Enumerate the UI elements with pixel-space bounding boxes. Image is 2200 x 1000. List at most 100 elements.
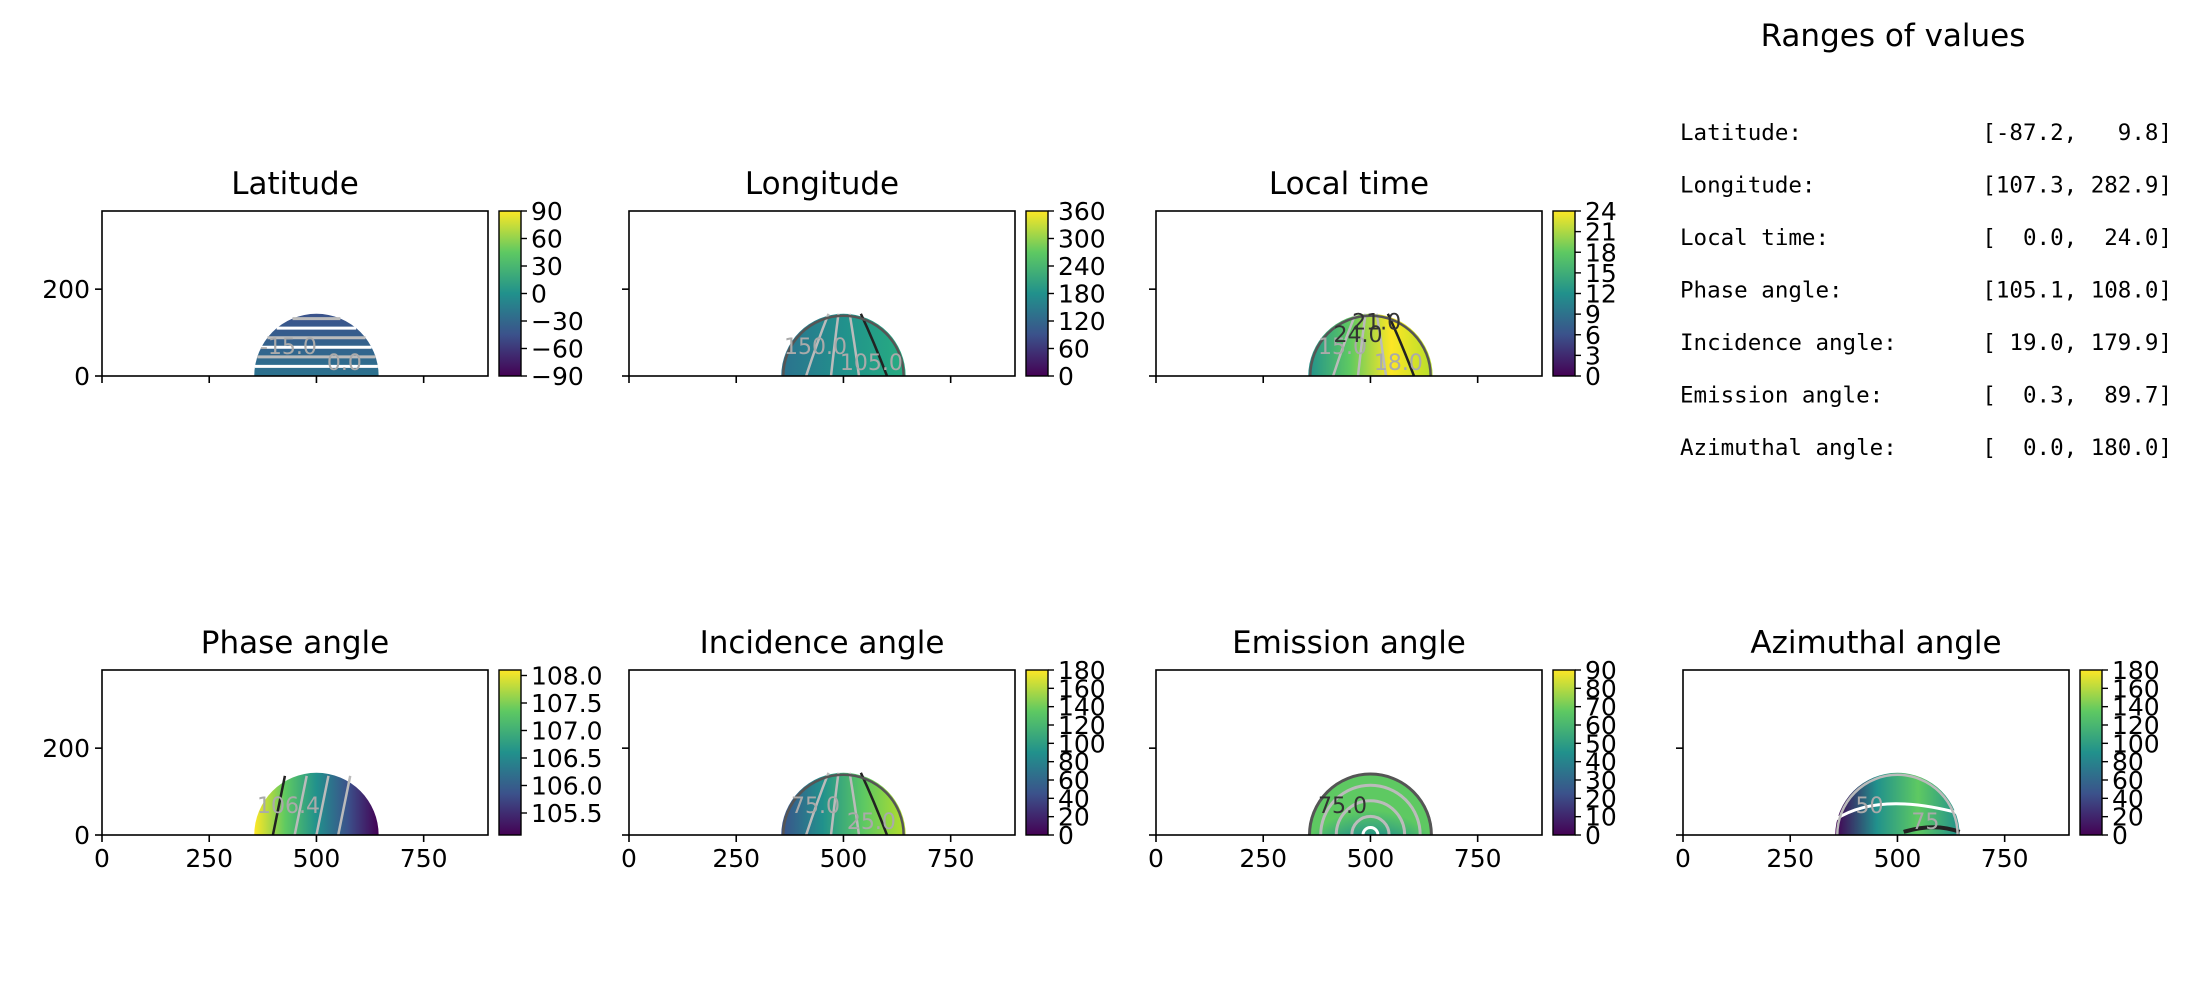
- y-tick-label: 200: [42, 734, 90, 763]
- colorbar-tick-label: 10: [1585, 803, 1617, 832]
- range-value: [ 0.0, 24.0]: [1982, 225, 2172, 251]
- colorbar-tick-label: 107.5: [531, 689, 603, 718]
- contour-label: 21.0: [1352, 310, 1401, 335]
- y-tick-label: 200: [42, 275, 90, 304]
- contour-label: 75.0: [1318, 794, 1367, 819]
- axes-frame: [628, 669, 1016, 836]
- range-value: [107.3, 282.9]: [1982, 173, 2172, 199]
- contour-line: [1375, 313, 1388, 376]
- range-label: Phase angle:: [1680, 278, 1843, 304]
- colorbar-tick-label: 0: [1585, 362, 1601, 391]
- colorbar-tick-label: 20: [2112, 803, 2144, 832]
- x-tick-label: 250: [185, 844, 233, 873]
- colorbar-tick-label: 18: [1585, 238, 1617, 267]
- contour-label: 25.0: [847, 810, 896, 835]
- colorbar-tick-label: 60: [531, 225, 563, 254]
- colorbar-tick-label: 180: [2112, 656, 2160, 685]
- colorbar-tick-label: 21: [1585, 218, 1617, 247]
- axes-frame: [628, 210, 1016, 377]
- contour-label: 106.4: [257, 794, 320, 819]
- contour-line: [829, 772, 840, 835]
- range-label: Longitude:: [1680, 173, 1815, 199]
- colorbar: [2079, 669, 2103, 836]
- colorbar-tick-label: 90: [1585, 656, 1617, 685]
- contour-label: 150.0: [784, 335, 847, 360]
- panel-4: Phase angle 106.4 0 250 500 750 0 200 108.0107.5…: [42, 625, 603, 873]
- contour-label: 24.0: [1334, 323, 1383, 348]
- colorbar-tick-label: 60: [1058, 335, 1090, 364]
- contour-label: -15.0: [260, 335, 317, 360]
- contour-line: [1834, 802, 1961, 821]
- x-tick-label: 750: [1454, 844, 1502, 873]
- colorbar-tick-label: 160: [2112, 674, 2160, 703]
- colorbar: [1552, 669, 1576, 836]
- range-row: Azimuthal angle: [ 0.0, 180.0]: [1680, 435, 2172, 461]
- colorbar-tick-label: −90: [531, 362, 584, 391]
- x-tick-label: 250: [1766, 844, 1814, 873]
- contour-line: [1319, 783, 1422, 835]
- colorbar-tick-label: 0: [1058, 821, 1074, 850]
- range-row: Latitude: [-87.2, 9.8]: [1680, 120, 2172, 146]
- colorbar-tick-label: 120: [1058, 307, 1106, 336]
- contour-line: [848, 772, 861, 835]
- colorbar: [498, 669, 522, 836]
- axes-frame: [1155, 210, 1543, 377]
- colorbar-tick-label: 6: [1585, 321, 1601, 350]
- axes-frame: [101, 210, 489, 377]
- panel-title: Emission angle: [1232, 625, 1466, 661]
- colorbar-tick-label: 105.5: [531, 799, 603, 828]
- colorbar-tick-label: 60: [2112, 766, 2144, 795]
- colorbar-tick-label: 40: [2112, 784, 2144, 813]
- colorbar-tick-label: −60: [531, 335, 584, 364]
- contour-line: [336, 775, 352, 835]
- colorbar: [1025, 669, 1049, 836]
- colorbar-tick-label: 15: [1585, 259, 1617, 288]
- colorbar-tick-label: 107.0: [531, 717, 603, 746]
- colorbar-tick-label: 0: [2112, 821, 2128, 850]
- contour-label: 18.0: [1374, 351, 1423, 376]
- panel-title: Longitude: [745, 166, 899, 202]
- range-row: Incidence angle: [ 19.0, 179.9]: [1680, 330, 2172, 356]
- colorbar-tick-label: 160: [1058, 674, 1106, 703]
- contour-line: [848, 313, 861, 376]
- colorbar: [498, 210, 522, 377]
- contour-line: [271, 775, 287, 835]
- contour-line: [829, 313, 840, 376]
- x-tick-label: 500: [293, 844, 341, 873]
- contour-line: [1356, 313, 1367, 376]
- colorbar-tick-label: 12: [1585, 280, 1617, 309]
- colorbar-tick-label: 100: [1058, 729, 1106, 758]
- range-label: Incidence angle:: [1680, 330, 1897, 356]
- panel-title: Local time: [1269, 166, 1429, 202]
- colorbar-tick-label: 0: [1058, 362, 1074, 391]
- contour-label: 105.0: [840, 351, 903, 376]
- disk-image: [1308, 313, 1433, 376]
- colorbar-tick-label: 180: [1058, 280, 1106, 309]
- colorbar-tick-label: 9: [1585, 300, 1601, 329]
- range-row: Local time: [ 0.0, 24.0]: [1680, 225, 2172, 251]
- colorbar: [1552, 210, 1576, 377]
- axes-frame: [1682, 669, 2070, 836]
- x-tick-label: 750: [400, 844, 448, 873]
- axes-frame: [101, 669, 489, 836]
- contour-line: [315, 775, 330, 835]
- colorbar-tick-label: 140: [2112, 693, 2160, 722]
- range-label: Emission angle:: [1680, 383, 1883, 409]
- colorbar-tick-label: 80: [2112, 748, 2144, 777]
- colorbar-tick-label: 70: [1585, 693, 1617, 722]
- colorbar-tick-label: 300: [1058, 225, 1106, 254]
- contour-label: 15.0: [1318, 335, 1367, 360]
- panel-title: Azimuthal angle: [1750, 625, 2001, 661]
- colorbar-tick-label: 80: [1585, 674, 1617, 703]
- range-label: Latitude:: [1680, 120, 1802, 146]
- range-row: Emission angle: [ 0.3, 89.7]: [1680, 383, 2172, 409]
- colorbar-tick-label: 50: [1585, 729, 1617, 758]
- x-tick-label: 250: [1239, 844, 1287, 873]
- panel-6: Emission angle 75.0 0 250 500 750 908070605040…: [1148, 625, 1617, 873]
- contour-line: [1334, 799, 1407, 835]
- colorbar-tick-label: 100: [2112, 729, 2160, 758]
